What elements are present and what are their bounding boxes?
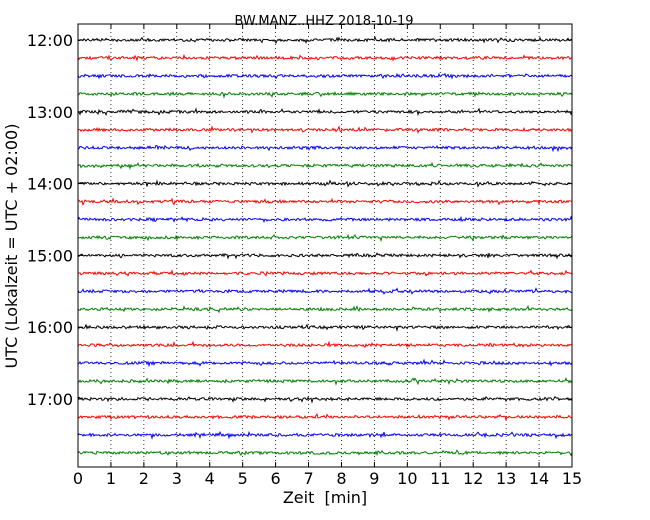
y-tick-label: 14:00 [27,175,73,194]
grid-lines [110,24,540,467]
y-tick-label: 17:00 [27,390,73,409]
x-tick-label: 5 [238,469,248,488]
x-tick-label: 14 [529,469,549,488]
x-tick-label: 0 [73,469,83,488]
y-axis: 12:00 13:00 14:00 15:00 16:00 17:00 [27,31,572,409]
trace-line [77,269,573,277]
x-axis: 0 1 2 3 4 5 6 7 8 9 10 11 12 13 14 15 [73,24,582,488]
x-tick-label: 8 [336,469,346,488]
trace-line [77,358,573,368]
x-tick-label: 6 [271,469,281,488]
x-tick-label: 1 [106,469,116,488]
y-axis-label: UTC (Lokalzeit = UTC + 02:00) [2,124,21,369]
trace-line [77,107,573,117]
x-axis-label: Zeit [min] [283,488,367,507]
x-tick-label: 11 [430,469,450,488]
trace-line [77,413,573,422]
y-tick-label: 16:00 [27,318,73,337]
trace-line [77,161,573,171]
plot-frame [77,23,573,468]
x-tick-label: 4 [205,469,215,488]
trace-line [77,125,573,135]
trace-line [77,179,573,188]
trace-line [77,287,573,295]
trace-line [77,53,573,62]
x-tick-label: 12 [463,469,483,488]
x-tick-label: 9 [369,469,379,488]
y-tick-label: 15:00 [27,246,73,265]
x-tick-label: 2 [139,469,149,488]
trace-line [77,449,573,457]
trace-line [77,430,573,440]
trace-line [77,323,573,333]
trace-line [77,91,573,99]
trace-line [77,377,573,386]
trace-line [77,233,573,243]
trace-line [77,395,573,404]
trace-line [77,304,573,314]
x-tick-label: 10 [397,469,417,488]
y-tick-label: 13:00 [27,103,73,122]
trace-line [77,72,573,80]
x-tick-label: 3 [172,469,182,488]
trace-line [77,144,573,153]
x-tick-label: 15 [562,469,582,488]
trace-line [77,215,573,223]
trace-group [77,35,573,457]
trace-line [77,197,573,207]
trace-line [77,340,573,349]
y-tick-label: 12:00 [27,31,73,50]
x-tick-label: 7 [303,469,313,488]
x-tick-label: 13 [496,469,516,488]
trace-line [77,252,573,260]
trace-line [77,35,573,45]
chart-title: BW.MANZ..HHZ 2018-10-19 [234,14,413,29]
